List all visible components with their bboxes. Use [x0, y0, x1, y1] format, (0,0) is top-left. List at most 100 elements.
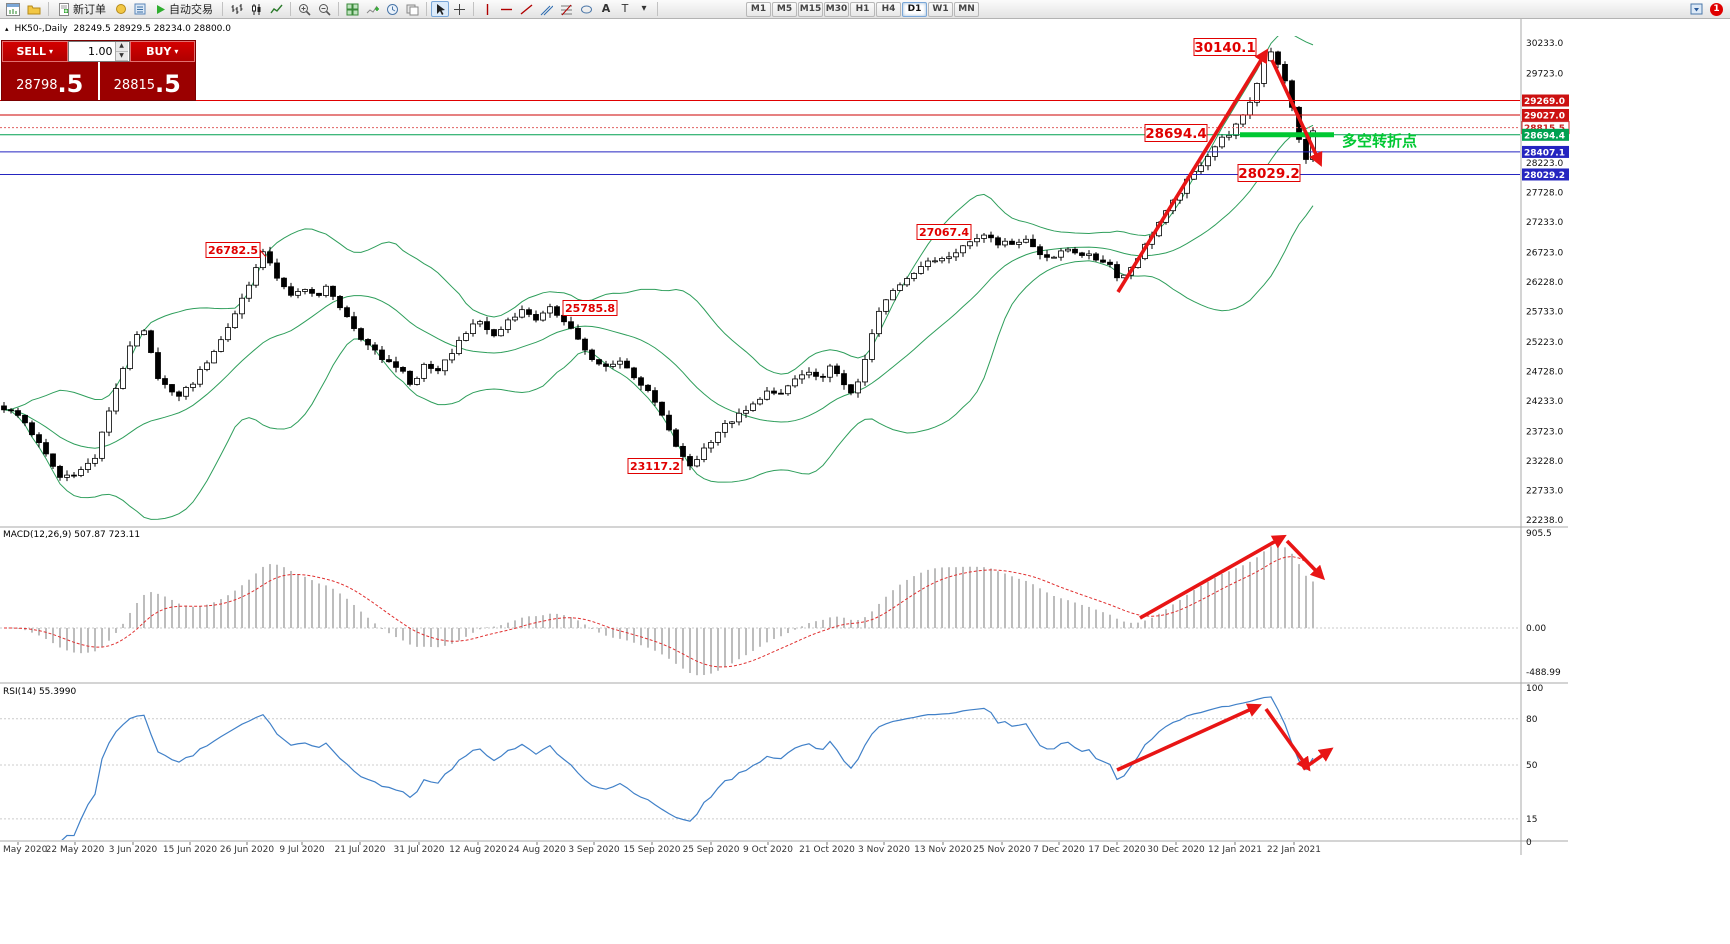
svg-text:30 Dec 2020: 30 Dec 2020	[1147, 845, 1205, 855]
price-callout[interactable]	[1237, 164, 1301, 182]
svg-text:3 Jun 2020: 3 Jun 2020	[109, 845, 158, 855]
svg-text:28407.1: 28407.1	[1524, 148, 1565, 158]
trendline-button[interactable]	[517, 1, 536, 17]
label-button[interactable]: T	[621, 2, 629, 15]
svg-text:28694.4: 28694.4	[1145, 126, 1207, 142]
svg-text:905.5: 905.5	[1526, 529, 1552, 539]
vertical-line-button[interactable]	[478, 1, 496, 17]
tile-windows-button[interactable]	[343, 1, 362, 17]
price-callout[interactable]	[205, 242, 261, 258]
ask-main: 28815	[113, 78, 156, 93]
market-watch-button[interactable]	[131, 1, 149, 17]
svg-text:25 Nov 2020: 25 Nov 2020	[973, 845, 1031, 855]
svg-text:28029.2: 28029.2	[1238, 166, 1300, 182]
channel-button[interactable]	[537, 1, 556, 17]
price-callout[interactable]	[627, 458, 683, 474]
bid-price[interactable]: 28798 .5	[2, 62, 100, 100]
bar-chart-button[interactable]	[227, 1, 246, 17]
buy-label: BUY	[146, 45, 172, 58]
horizontal-lines[interactable]	[0, 100, 1520, 175]
svg-text:100: 100	[1526, 684, 1543, 694]
svg-text:31 Jul 2020: 31 Jul 2020	[394, 845, 445, 855]
arrows-dropdown-button[interactable]: ▾	[641, 3, 647, 14]
timeframe-group: M1 M5 M15 M30 H1 H4 D1 W1 MN	[746, 1, 979, 17]
svg-text:9 Oct 2020: 9 Oct 2020	[743, 845, 793, 855]
cursor-button[interactable]	[431, 1, 449, 17]
price-callout[interactable]	[562, 300, 618, 316]
timeframe-button-m5[interactable]: M5	[772, 1, 797, 17]
price-callout[interactable]	[1144, 124, 1208, 142]
alerts-button[interactable]	[112, 1, 130, 17]
chevron-down-icon: ▾	[174, 47, 179, 56]
timeframe-button-h1[interactable]: H1	[850, 1, 875, 17]
ask-frac: .5	[155, 70, 181, 98]
svg-text:0.00: 0.00	[1526, 624, 1546, 634]
trend-arrow[interactable]	[1285, 539, 1326, 581]
toolbar-separator	[48, 2, 49, 16]
volume-input[interactable]	[68, 42, 115, 61]
sell-button[interactable]: SELL ▾	[2, 41, 68, 62]
bollinger-bands	[3, 36, 1314, 520]
trend-arrow[interactable]	[1301, 747, 1334, 771]
toolbar-separator	[426, 2, 427, 16]
svg-text:22733.0: 22733.0	[1526, 486, 1563, 496]
svg-text:22 Jan 2021: 22 Jan 2021	[1267, 845, 1321, 855]
timeframe-button-m1[interactable]: M1	[746, 1, 771, 17]
spinner-up-icon[interactable]: ▲	[115, 42, 128, 52]
zoom-out-icon[interactable]	[315, 1, 334, 17]
bid-frac: .5	[57, 70, 84, 98]
timeframe-button-w1[interactable]: W1	[928, 1, 953, 17]
shapes-button[interactable]	[577, 1, 596, 17]
periods-button[interactable]	[383, 1, 402, 17]
new-order-button[interactable]: 新订单	[53, 1, 111, 17]
svg-text:23117.2: 23117.2	[630, 460, 680, 473]
text-button[interactable]: A	[601, 2, 611, 15]
svg-text:29027.0: 29027.0	[1524, 111, 1565, 121]
profiles-button[interactable]	[24, 1, 44, 17]
trend-arrow[interactable]	[1139, 534, 1287, 620]
notification-badge[interactable]: 1	[1710, 2, 1723, 16]
timeframe-button-mn[interactable]: MN	[954, 1, 979, 17]
svg-text:22238.0: 22238.0	[1526, 516, 1563, 526]
zoom-in-icon[interactable]	[295, 1, 314, 17]
timeframe-button-m15[interactable]: M15	[798, 1, 823, 17]
svg-text:25 Sep 2020: 25 Sep 2020	[682, 845, 739, 855]
price-axis[interactable]: 30233.0 29723.0 28223.0 27728.0 27233.0 26723…	[1521, 39, 1570, 848]
trend-arrow[interactable]	[1264, 707, 1311, 772]
spinner-down-icon[interactable]: ▼	[115, 51, 128, 61]
price-callout[interactable]	[1193, 38, 1257, 56]
macd-panel	[0, 545, 1520, 676]
buy-button[interactable]: BUY ▾	[129, 41, 195, 62]
svg-text:17 Dec 2020: 17 Dec 2020	[1088, 845, 1146, 855]
price-callout[interactable]	[916, 224, 972, 240]
ask-price[interactable]: 28815 .5	[100, 62, 196, 100]
horizontal-line-button[interactable]	[497, 1, 516, 17]
turning-point-annotation[interactable]: 多空转折点	[1342, 132, 1417, 150]
auto-trading-button[interactable]: 自动交易	[150, 1, 218, 17]
trend-arrow[interactable]	[1116, 703, 1262, 772]
line-chart-button[interactable]	[267, 1, 286, 17]
timeframe-button-d1[interactable]: D1	[902, 1, 927, 17]
svg-text:9 Jul 2020: 9 Jul 2020	[279, 845, 324, 855]
callout-leader	[259, 249, 267, 258]
svg-text:26 Jun 2020: 26 Jun 2020	[220, 845, 274, 855]
svg-text:-488.99: -488.99	[1526, 668, 1561, 678]
svg-text:27067.4: 27067.4	[919, 226, 969, 239]
templates-button[interactable]	[403, 1, 422, 17]
trend-arrow[interactable]	[1116, 48, 1269, 293]
svg-text:15: 15	[1526, 815, 1537, 825]
trend-arrow[interactable]	[1270, 59, 1323, 167]
timeframe-button-h4[interactable]: H4	[876, 1, 901, 17]
window-menu-icon[interactable]	[1687, 1, 1706, 17]
crosshair-button[interactable]	[450, 1, 469, 17]
fibonacci-button[interactable]	[557, 1, 576, 17]
timeframe-button-m30[interactable]: M30	[824, 1, 849, 17]
toolbar-separator	[290, 2, 291, 16]
indicators-button[interactable]	[363, 1, 382, 17]
candlestick-chart-button[interactable]	[247, 1, 266, 17]
new-chart-button[interactable]	[3, 1, 23, 17]
rsi-panel	[0, 696, 1520, 840]
svg-text:21 Jul 2020: 21 Jul 2020	[335, 845, 386, 855]
